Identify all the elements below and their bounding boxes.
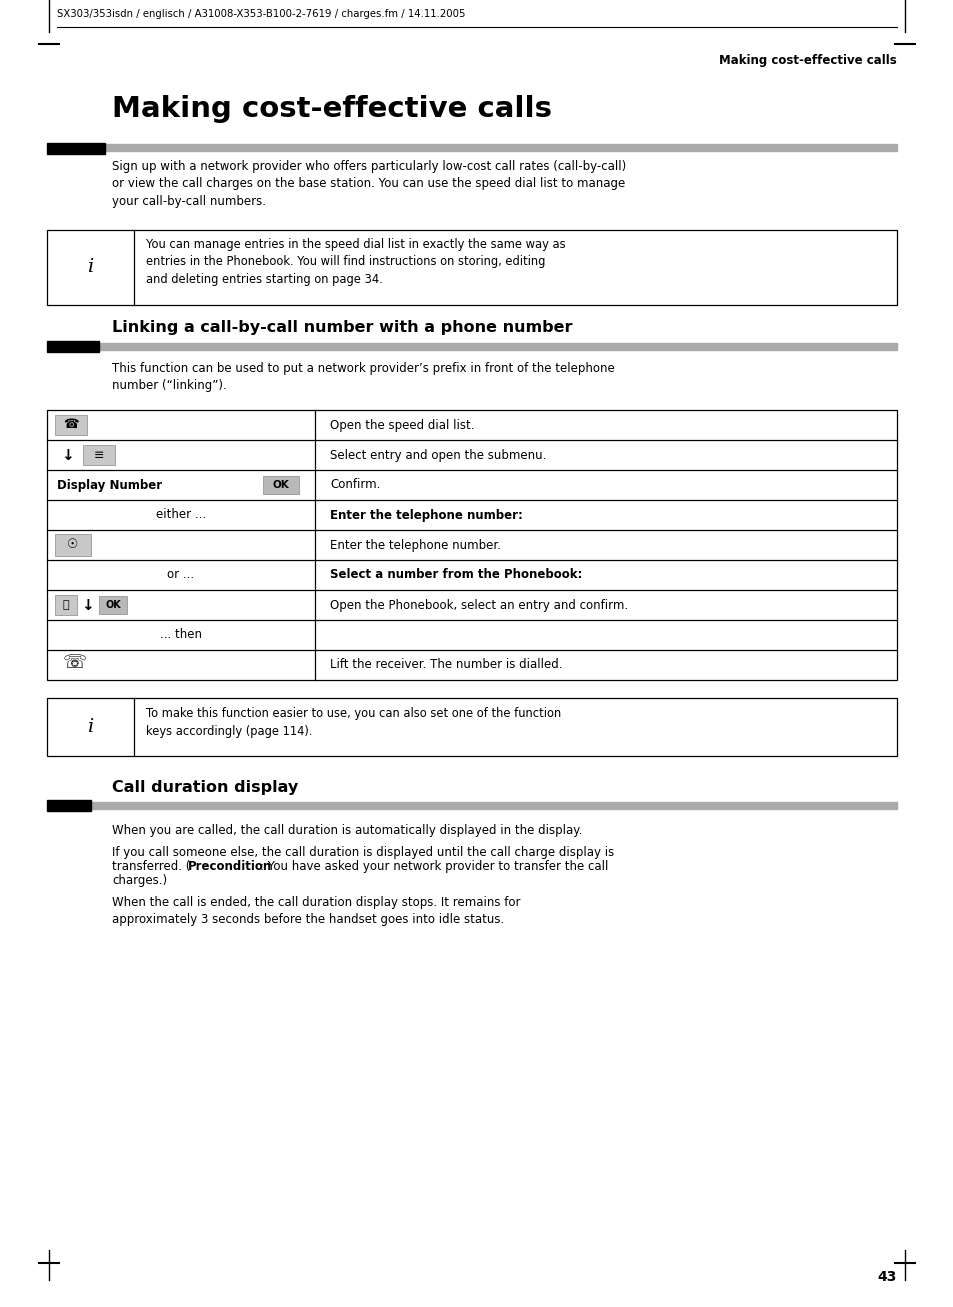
Text: Display Number: Display Number [57, 478, 162, 491]
Text: ... then: ... then [160, 629, 202, 642]
Text: : You have asked your network provider to transfer the call: : You have asked your network provider t… [260, 860, 608, 873]
Bar [55, 535, 91, 555]
Text: SX303/353isdn / englisch / A31008-X353-B100-2-7619 / charges.fm / 14.11.2005: SX303/353isdn / englisch / A31008-X353-B… [57, 9, 465, 20]
Bar [47, 800, 91, 812]
Text: You can manage entries in the speed dial list in exactly the same way as
entries: You can manage entries in the speed dial… [146, 238, 565, 286]
Text: This function can be used to put a network provider’s prefix in front of the tel: This function can be used to put a netwo… [112, 362, 614, 392]
Bar [105, 144, 896, 152]
Text: Open the Phonebook, select an entry and confirm.: Open the Phonebook, select an entry and … [330, 599, 627, 612]
Text: Enter the telephone number.: Enter the telephone number. [330, 538, 500, 552]
Text: Lift the receiver. The number is dialled.: Lift the receiver. The number is dialled… [330, 659, 562, 672]
Text: Confirm.: Confirm. [330, 478, 380, 491]
Bar [99, 596, 127, 614]
Text: ≡: ≡ [93, 448, 104, 461]
Bar [91, 802, 896, 809]
Text: i: i [88, 718, 93, 736]
Text: either ...: either ... [155, 508, 206, 521]
Text: ☎: ☎ [63, 418, 79, 431]
Bar [55, 416, 87, 435]
Text: Open the speed dial list.: Open the speed dial list. [330, 418, 474, 431]
Text: ↓: ↓ [61, 447, 73, 463]
Text: ☏: ☏ [63, 654, 87, 673]
Bar [47, 410, 896, 680]
Bar [83, 444, 115, 465]
Text: 43: 43 [877, 1270, 896, 1283]
Text: transferred. (: transferred. ( [112, 860, 191, 873]
Bar [47, 142, 105, 154]
Text: ☉: ☉ [68, 538, 78, 552]
Text: When you are called, the call duration is automatically displayed in the display: When you are called, the call duration i… [112, 823, 581, 836]
Text: or ...: or ... [168, 569, 194, 582]
Text: Call duration display: Call duration display [112, 780, 298, 795]
Bar [263, 476, 298, 494]
Text: Making cost-effective calls: Making cost-effective calls [112, 95, 552, 123]
Text: charges.): charges.) [112, 874, 167, 887]
Bar [47, 230, 896, 305]
Text: i: i [88, 259, 93, 277]
Bar [99, 342, 896, 350]
Text: Select a number from the Phonebook:: Select a number from the Phonebook: [330, 569, 581, 582]
Text: OK: OK [273, 480, 289, 490]
Text: Precondition: Precondition [188, 860, 272, 873]
Text: Select entry and open the submenu.: Select entry and open the submenu. [330, 448, 546, 461]
Bar [47, 341, 99, 352]
Bar [55, 595, 77, 616]
Text: To make this function easier to use, you can also set one of the function
keys a: To make this function easier to use, you… [146, 707, 560, 737]
Text: Sign up with a network provider who offers particularly low-cost call rates (cal: Sign up with a network provider who offe… [112, 159, 625, 208]
Text: ↓: ↓ [81, 597, 93, 613]
Text: Enter the telephone number:: Enter the telephone number: [330, 508, 522, 521]
Text: OK: OK [105, 600, 121, 610]
Text: Linking a call-by-call number with a phone number: Linking a call-by-call number with a pho… [112, 320, 572, 335]
Text: If you call someone else, the call duration is displayed until the call charge d: If you call someone else, the call durat… [112, 846, 614, 859]
Text: Making cost-effective calls: Making cost-effective calls [719, 54, 896, 67]
Text: Ⓜ: Ⓜ [63, 600, 70, 610]
Text: When the call is ended, the call duration display stops. It remains for
approxim: When the call is ended, the call duratio… [112, 897, 520, 927]
Bar [47, 698, 896, 755]
